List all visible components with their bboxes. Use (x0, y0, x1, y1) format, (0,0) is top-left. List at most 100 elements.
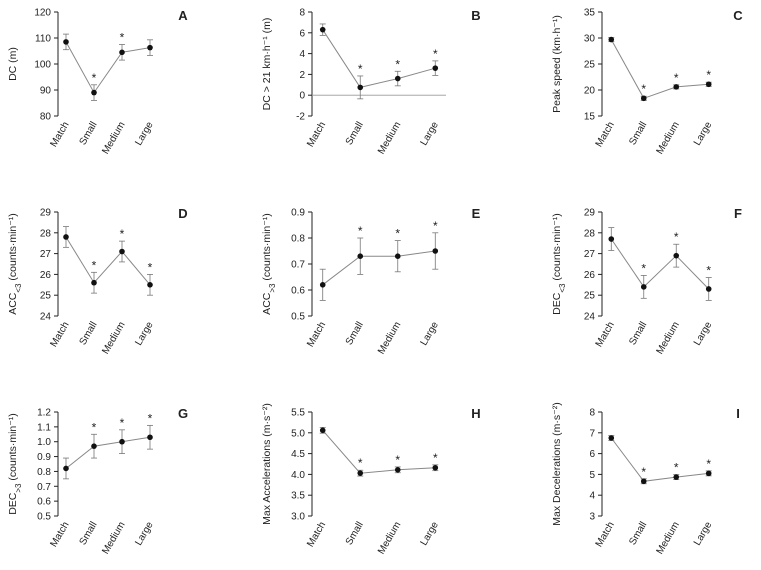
x-tick-label: Medium (655, 120, 682, 156)
x-tick-label: Small (627, 520, 649, 547)
y-tick-label: 0.5 (37, 512, 51, 523)
data-point (394, 75, 401, 82)
x-tick-label: Match (594, 120, 617, 149)
y-tick-label: 5 (589, 470, 595, 481)
y-tick-label: 0.6 (37, 497, 51, 508)
y-axis-title: Max Decelerations (m·s⁻²) (551, 402, 563, 525)
y-tick-label: 4.0 (291, 470, 305, 481)
x-tick-label: Large (133, 120, 156, 148)
data-point (608, 36, 615, 43)
x-tick-label: Match (48, 320, 71, 349)
panel-a: 80 90 100 110 120 DC (m) Match * Small * Medium Lar… (7, 8, 188, 157)
y-tick-label: 24 (40, 312, 52, 323)
data-point (640, 284, 647, 290)
y-tick-label: 0.6 (291, 286, 305, 297)
data-point (432, 248, 439, 254)
y-tick-label: 7 (589, 428, 595, 439)
series-line (65, 41, 151, 94)
y-axis-title: ACC>3 (counts·min⁻¹) (261, 213, 277, 315)
y-tick-label: 26 (40, 270, 52, 281)
y-tick-label: 25 (584, 291, 596, 302)
panel-g: 0.5 0.6 0.7 0.8 0.9 1.0 1.1 1.2 DEC>3 (counts·mi… (7, 406, 188, 556)
data-point (394, 467, 401, 473)
y-tick-label: 4 (299, 49, 305, 60)
x-tick-label: Large (419, 520, 442, 548)
data-point (319, 427, 326, 434)
significance-star: * (92, 420, 97, 434)
significance-star: * (674, 71, 679, 85)
significance-star: * (641, 82, 646, 96)
significance-star: * (706, 68, 711, 82)
panel-c: 15 20 25 30 35 Peak speed (km·h⁻¹) Match * Small… (551, 8, 743, 157)
x-tick-label: Medium (100, 320, 127, 356)
x-tick-label: Match (594, 520, 617, 549)
data-point (394, 253, 401, 259)
data-point (119, 49, 125, 56)
significance-star: * (120, 227, 125, 241)
y-axis-title: DC (m) (7, 47, 19, 81)
significance-star: * (120, 31, 125, 45)
panel-h: 3.0 3.5 4.0 4.5 5.0 5.5 Max Accelerations (m·s… (261, 403, 481, 556)
y-tick-label: 5.5 (291, 408, 305, 419)
data-point (91, 89, 97, 96)
x-tick-label: Large (692, 520, 715, 548)
x-tick-label: Large (133, 520, 156, 548)
series-line (610, 39, 709, 99)
y-tick-label: 110 (35, 34, 51, 45)
series-line (610, 238, 710, 290)
significance-star: * (674, 461, 679, 475)
panel-d: 24 25 26 27 28 29 ACC<3 (counts·min⁻¹) Match * Sm… (7, 206, 188, 356)
y-tick-label: 0.7 (37, 482, 51, 493)
y-tick-label: 20 (584, 86, 596, 97)
data-point (91, 279, 97, 286)
y-tick-label: 0.9 (291, 208, 305, 219)
y-tick-label: 80 (40, 112, 52, 123)
y-axis-title: DEC>3 (counts·min⁻¹) (7, 413, 23, 515)
y-tick-label: 0.8 (37, 467, 51, 478)
data-point (357, 253, 364, 259)
significance-star: * (358, 62, 363, 76)
y-tick-label: 4 (589, 491, 595, 502)
x-tick-label: Medium (376, 120, 403, 156)
data-point (63, 234, 69, 240)
y-tick-label: 30 (584, 34, 596, 45)
y-tick-label: 100 (34, 60, 51, 71)
significance-star: * (433, 219, 438, 233)
panel-letter: A (178, 8, 188, 23)
y-tick-label: 29 (584, 208, 596, 219)
x-tick-label: Medium (100, 520, 127, 556)
series-line (610, 437, 709, 482)
x-tick-label: Medium (655, 520, 682, 556)
panel-f: 24 25 26 27 28 29 DEC<3 (counts·min⁻¹) Match * Sm… (551, 206, 742, 356)
significance-star: * (674, 230, 679, 244)
x-tick-label: Small (78, 520, 100, 547)
significance-star: * (148, 260, 153, 274)
data-point (432, 464, 439, 471)
data-point (357, 84, 364, 91)
x-tick-label: Small (78, 120, 100, 147)
data-point (705, 470, 712, 477)
y-tick-label: 1.1 (37, 422, 51, 433)
y-tick-label: 28 (584, 228, 596, 239)
y-tick-label: 1.2 (37, 408, 51, 419)
x-tick-label: Medium (376, 320, 403, 356)
panel-b: -2 0 2 4 6 8 DC > 21 km·h⁻¹ (m) Match * Small * Med… (261, 8, 481, 157)
y-tick-label: 35 (584, 8, 596, 19)
y-tick-label: 25 (584, 60, 596, 71)
y-tick-label: 3 (589, 512, 595, 523)
y-tick-label: 120 (34, 8, 51, 19)
panel-letter: B (471, 8, 480, 23)
data-point (147, 44, 153, 51)
y-tick-label: 24 (584, 312, 596, 323)
data-point (673, 84, 680, 90)
x-tick-label: Large (692, 120, 715, 148)
series-line (322, 429, 436, 474)
significance-star: * (358, 456, 363, 470)
y-tick-label: 0.7 (291, 260, 305, 271)
data-point (640, 478, 647, 485)
significance-star: * (641, 465, 646, 479)
significance-star: * (92, 71, 97, 85)
x-tick-label: Medium (100, 120, 127, 156)
y-tick-label: 90 (40, 86, 52, 97)
